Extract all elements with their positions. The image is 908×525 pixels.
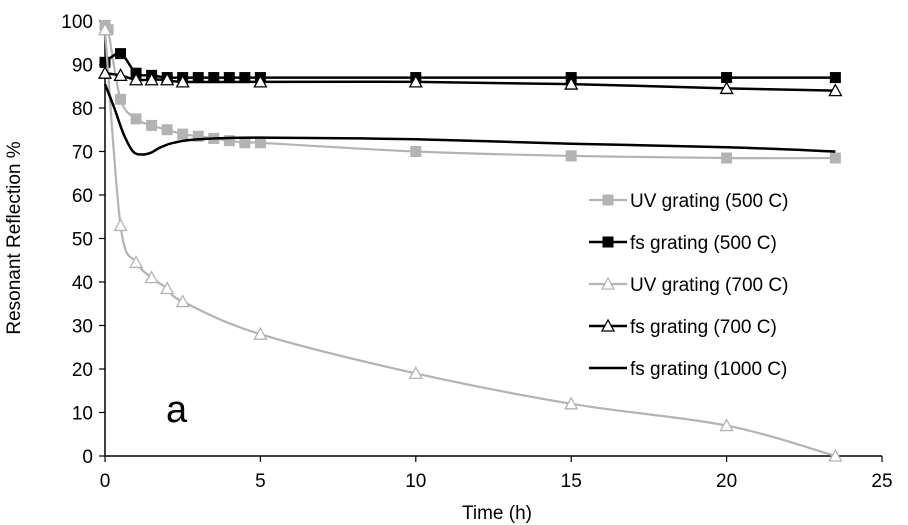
x-axis-label: Time (h) xyxy=(462,503,532,524)
legend-label: fs grating (700 C) xyxy=(630,317,777,338)
y-tick-label: 0 xyxy=(82,447,93,468)
legend-item: fs grating (1000 C) xyxy=(589,359,787,380)
data-point xyxy=(128,72,144,86)
data-point xyxy=(175,294,190,308)
y-tick-label: 60 xyxy=(72,186,93,207)
data-point xyxy=(721,152,733,164)
data-point xyxy=(828,448,843,462)
legend-marker xyxy=(600,318,616,332)
data-point xyxy=(408,74,423,88)
y-tick-label: 10 xyxy=(72,404,93,425)
data-point xyxy=(408,365,423,380)
data-point xyxy=(719,81,734,95)
data-point xyxy=(192,130,204,142)
y-ticks: 0 10 20 30 40 50 60 70 80 90 100 xyxy=(61,12,105,468)
legend-item: fs grating (500 C) xyxy=(589,233,777,254)
data-point xyxy=(719,418,734,432)
y-tick-label: 80 xyxy=(72,99,93,120)
data-point xyxy=(113,68,128,82)
data-point xyxy=(721,72,733,84)
y-axis-label: Resonant Reflection % xyxy=(4,141,25,334)
legend-item: UV grating (700 C) xyxy=(589,275,788,296)
data-point xyxy=(829,152,841,164)
legend-label: UV grating (700 C) xyxy=(630,275,788,296)
y-tick-label: 50 xyxy=(72,230,93,251)
legend: UV grating (500 C) fs grating (500 C) UV g… xyxy=(589,191,788,380)
series-5 xyxy=(103,83,836,156)
data-point xyxy=(161,124,173,136)
legend-marker xyxy=(602,194,614,206)
data-point xyxy=(97,65,113,79)
y-tick-label: 90 xyxy=(72,56,93,77)
data-point xyxy=(113,218,128,232)
data-point xyxy=(223,135,235,147)
data-point xyxy=(160,72,175,86)
data-point xyxy=(175,74,190,88)
y-tick-label: 70 xyxy=(72,143,93,164)
y-tick-label: 20 xyxy=(72,360,93,381)
data-point xyxy=(410,146,422,157)
data-point xyxy=(115,93,127,105)
legend-label: UV grating (500 C) xyxy=(630,191,788,212)
x-tick-label: 25 xyxy=(871,471,892,492)
panel-annotation: a xyxy=(166,389,188,431)
data-point xyxy=(97,22,113,36)
legend-item: fs grating (700 C) xyxy=(589,317,777,338)
data-point xyxy=(144,270,159,284)
legend-label: fs grating (1000 C) xyxy=(630,359,787,380)
x-tick-label: 5 xyxy=(255,471,266,492)
data-point xyxy=(144,72,159,86)
series-4 xyxy=(97,65,843,97)
legend-marker xyxy=(602,236,614,248)
legend-label: fs grating (500 C) xyxy=(630,233,777,254)
y-tick-label: 30 xyxy=(72,317,93,338)
data-point xyxy=(564,396,579,410)
y-tick-label: 100 xyxy=(61,12,93,33)
x-tick-label: 20 xyxy=(716,471,737,492)
x-tick-label: 15 xyxy=(561,471,582,492)
data-point xyxy=(130,113,142,125)
data-point xyxy=(564,76,579,90)
legend-marker xyxy=(600,276,616,290)
data-point xyxy=(128,255,144,269)
data-point xyxy=(254,137,266,149)
series-line xyxy=(103,29,836,458)
legend-item: UV grating (500 C) xyxy=(589,191,788,212)
data-point xyxy=(828,83,843,97)
series-2 xyxy=(99,48,841,84)
x-tick-label: 10 xyxy=(405,471,426,492)
data-point xyxy=(565,150,577,162)
x-tick-label: 0 xyxy=(100,471,111,492)
data-point xyxy=(115,48,127,60)
data-point xyxy=(253,74,268,88)
series-group xyxy=(97,19,843,462)
data-point xyxy=(253,326,268,340)
data-point xyxy=(177,128,189,140)
series-line xyxy=(103,83,836,156)
y-tick-label: 40 xyxy=(72,273,93,294)
data-point xyxy=(829,72,841,84)
series-3 xyxy=(97,22,843,462)
data-point xyxy=(239,137,251,149)
x-ticks: 0 5 10 15 20 25 xyxy=(100,456,893,492)
data-point xyxy=(160,281,175,295)
data-point xyxy=(146,119,158,131)
